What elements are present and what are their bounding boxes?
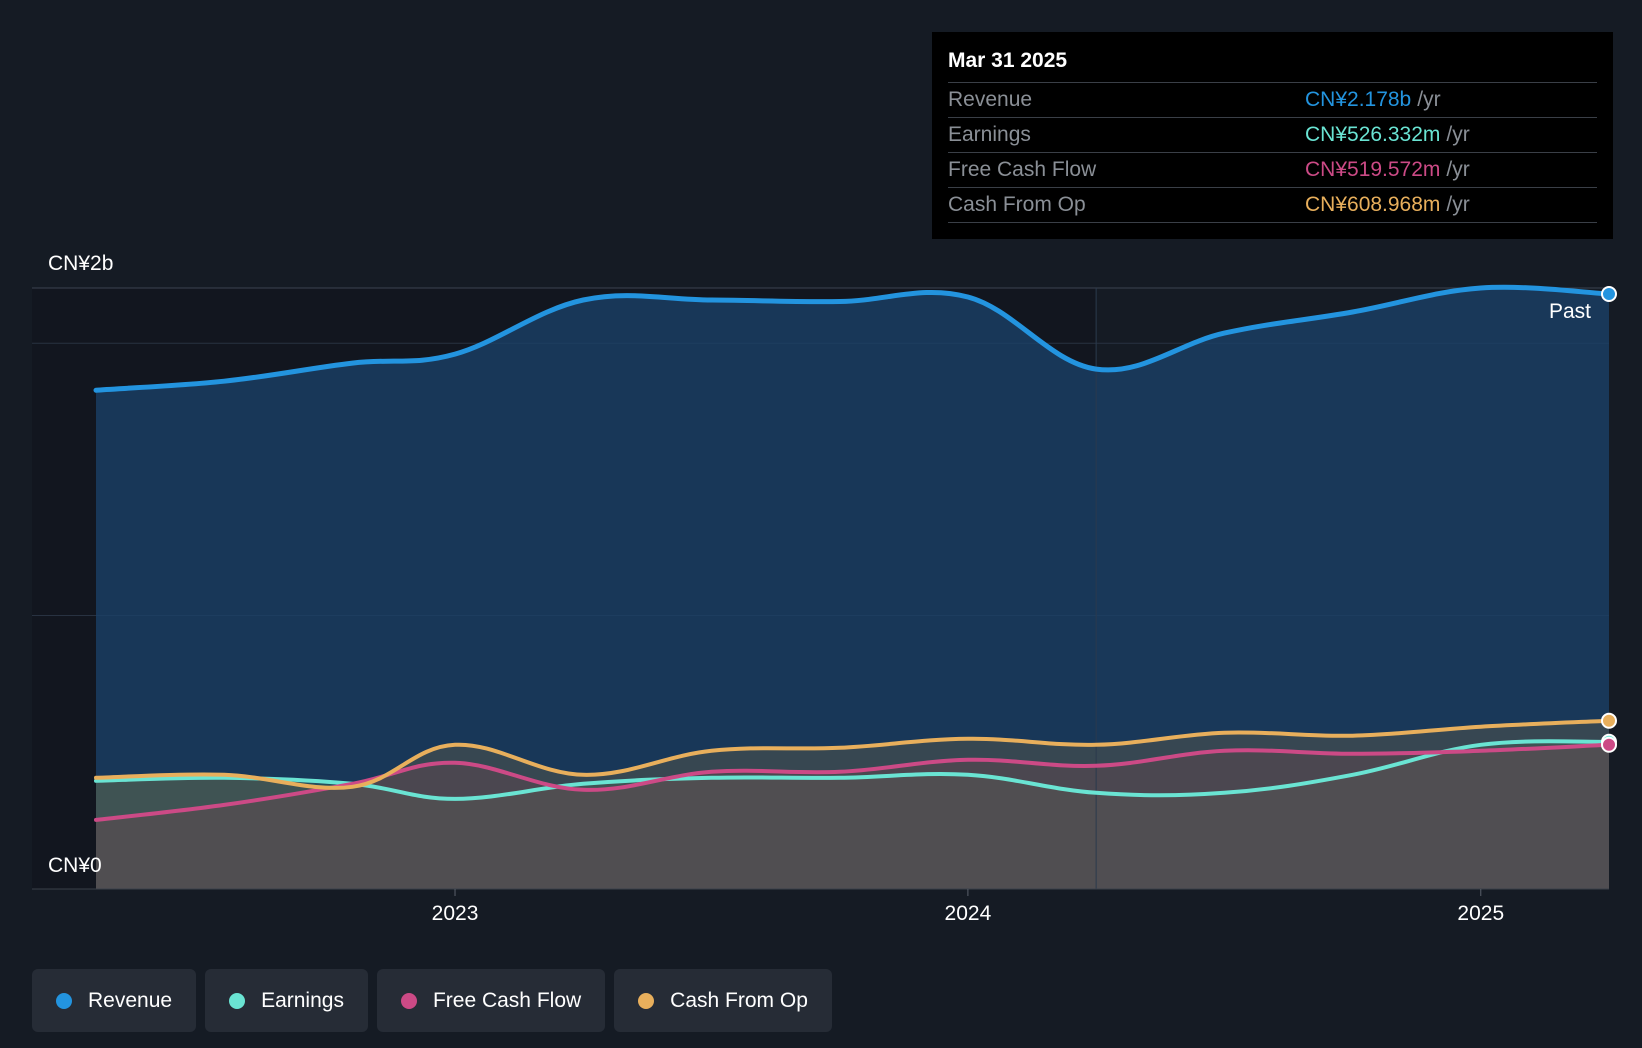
tooltip-label: Earnings — [948, 123, 1031, 146]
x-tick-label-2024: 2024 — [944, 902, 992, 925]
y-axis-top-label: CN¥2b — [48, 252, 114, 275]
area-cash-from-op — [96, 720, 1609, 889]
tooltip-row-revenue: Revenue CN¥2.178b /yr — [948, 83, 1597, 118]
tooltip-label: Revenue — [948, 88, 1033, 111]
end-marker-revenue — [1601, 286, 1617, 303]
line-revenue — [93, 284, 1612, 393]
legend-item-revenue[interactable]: Revenue — [32, 969, 197, 1032]
series-end-markers — [1601, 286, 1617, 753]
area-free-cash-flow — [96, 744, 1609, 889]
tooltip-row-cash-from-op: Cash From Op CN¥608.968m /yr — [948, 188, 1597, 223]
x-axis-ticks — [454, 889, 1482, 896]
x-tick-label-2023: 2023 — [431, 902, 479, 925]
legend-dot-icon — [229, 992, 246, 1009]
tooltip-unit: /yr — [1446, 123, 1470, 146]
legend-item-earnings[interactable]: Earnings — [205, 969, 368, 1032]
tooltip-panel: Mar 31 2025 Revenue CN¥2.178b /yr Earnin… — [932, 32, 1613, 239]
tooltip-unit: /yr — [1446, 158, 1470, 181]
tooltip-unit: /yr — [1446, 193, 1470, 216]
legend-item-cash-from-op[interactable]: Cash From Op — [614, 969, 832, 1032]
tooltip-unit: /yr — [1417, 88, 1441, 111]
legend-label: Earnings — [261, 988, 344, 1012]
series-lines — [93, 284, 1612, 822]
x-tick-label-2025: 2025 — [1457, 902, 1505, 925]
tooltip-row-free-cash-flow: Free Cash Flow CN¥519.572m /yr — [948, 153, 1597, 188]
tooltip-value: CN¥608.968m — [1305, 193, 1441, 216]
y-axis-bottom-label: CN¥0 — [48, 854, 102, 877]
tooltip-value: CN¥526.332m — [1305, 123, 1441, 146]
tooltip-label: Free Cash Flow — [948, 158, 1097, 181]
legend-item-free-cash-flow[interactable]: Free Cash Flow — [376, 969, 606, 1032]
end-marker-cash-from-op — [1601, 712, 1617, 729]
end-marker-free-cash-flow — [1601, 736, 1617, 753]
legend-label: Cash From Op — [670, 988, 808, 1012]
area-revenue — [96, 287, 1609, 890]
legend-dot-icon — [56, 992, 72, 1009]
tooltip-date: Mar 31 2025 — [948, 46, 1597, 83]
legend: Revenue Earnings Free Cash Flow Cash Fro… — [32, 969, 832, 1032]
past-region-label: Past — [1549, 300, 1592, 323]
legend-label: Revenue — [88, 988, 173, 1012]
tooltip-value: CN¥519.572m — [1305, 158, 1441, 181]
legend-label: Free Cash Flow — [432, 988, 582, 1012]
tooltip-value: CN¥2.178b — [1305, 88, 1412, 111]
legend-dot-icon — [400, 992, 417, 1009]
line-free-cash-flow — [94, 742, 1611, 822]
line-cash-from-op — [94, 718, 1611, 790]
tooltip-label: Cash From Op — [948, 193, 1086, 216]
tooltip-row-earnings: Earnings CN¥526.332m /yr — [948, 118, 1597, 153]
series-areas — [96, 287, 1609, 890]
legend-dot-icon — [638, 992, 655, 1009]
area-earnings — [96, 741, 1609, 889]
